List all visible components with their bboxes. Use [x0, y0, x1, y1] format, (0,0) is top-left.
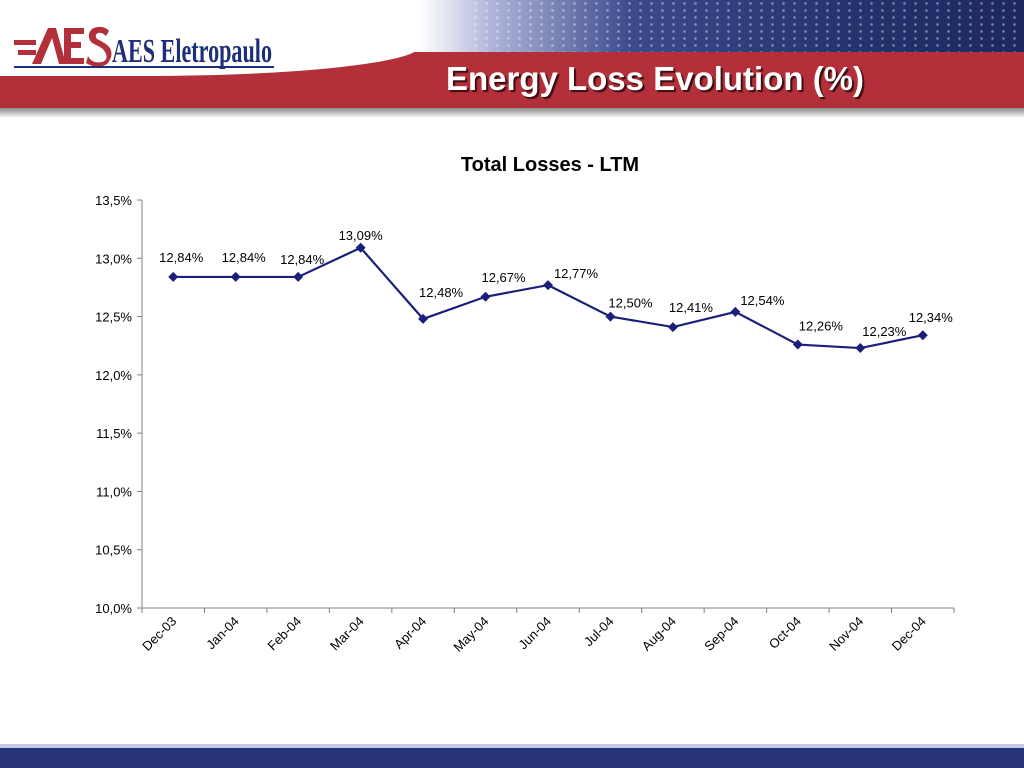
data-point-marker	[418, 313, 429, 324]
data-point-marker	[355, 242, 366, 253]
data-label: 12,84%	[159, 250, 204, 265]
data-label: 12,77%	[554, 266, 599, 281]
city-night-photo-strip	[420, 0, 1024, 52]
chart-title: Total Losses - LTM	[461, 154, 639, 176]
x-tick-label: Jul-04	[581, 614, 617, 650]
data-label: 12,41%	[669, 300, 714, 315]
footer-bar	[0, 748, 1024, 768]
data-label: 12,84%	[222, 250, 267, 265]
y-tick-label: 13,5%	[95, 193, 132, 208]
x-tick-label: Mar-04	[327, 614, 367, 654]
x-tick-label: Aug-04	[639, 614, 679, 654]
y-tick-label: 10,0%	[95, 601, 132, 616]
data-label: 12,84%	[280, 252, 325, 267]
aes-eletropaulo-logo: AES Eletropaulo	[14, 26, 274, 70]
data-point-marker	[230, 271, 241, 282]
header-shadow	[0, 108, 1024, 118]
data-point-marker	[792, 339, 803, 350]
data-point-marker	[730, 306, 741, 317]
data-point-marker	[667, 322, 678, 333]
data-point-marker	[917, 330, 928, 341]
y-tick-label: 11,5%	[96, 426, 132, 441]
data-labels-group: 12,84% 12,84% 12,84% 13,09% 12,48% 12,67% 12,7…	[159, 228, 953, 339]
data-label: 12,23%	[862, 324, 907, 339]
slide-header: AES Eletropaulo Energy Loss Evolution (%…	[0, 0, 1024, 125]
data-point-marker	[168, 271, 179, 282]
total-losses-line-chart: Total Losses - LTM 10,0% 10,5% 11,0% 11,5% 1…	[95, 154, 955, 655]
x-tick-label: Apr-04	[391, 614, 429, 652]
data-label: 13,09%	[339, 228, 384, 243]
data-point-marker	[293, 271, 304, 282]
x-tick-label: Sep-04	[701, 614, 741, 654]
city-lights-overlay	[470, 0, 1024, 52]
x-tick-label: Dec-03	[139, 614, 179, 654]
logo-wordmark: AES Eletropaulo	[112, 33, 272, 70]
data-point-marker	[480, 291, 491, 302]
x-tick-label: Oct-04	[766, 614, 804, 652]
footer-accent-line	[0, 744, 1024, 748]
data-label: 12,67%	[481, 270, 526, 285]
slide-title: Energy Loss Evolution (%)	[445, 60, 865, 97]
y-tick-label: 12,5%	[95, 310, 132, 325]
y-tick-label: 11,0%	[96, 484, 132, 499]
data-label: 12,50%	[608, 296, 653, 311]
data-label: 12,48%	[419, 285, 464, 300]
x-tick-label: Dec-04	[889, 614, 929, 654]
x-tick-label: Feb-04	[265, 614, 305, 654]
data-label: 12,26%	[799, 319, 844, 334]
data-point-marker	[855, 343, 866, 354]
x-tick-label: Jun-04	[515, 614, 554, 653]
data-point-marker	[605, 311, 616, 322]
y-tick-label: 13,0%	[95, 251, 132, 266]
x-tick-label: Nov-04	[826, 614, 866, 654]
data-label: 12,54%	[740, 293, 785, 308]
data-label: 12,34%	[909, 310, 954, 325]
x-tick-label: Jan-04	[203, 614, 242, 653]
data-points-group	[168, 242, 928, 354]
y-tick-label: 10,5%	[95, 543, 132, 558]
data-point-marker	[543, 280, 553, 291]
x-tick-label: May-04	[450, 614, 491, 655]
y-tick-label: 12,0%	[95, 368, 132, 383]
